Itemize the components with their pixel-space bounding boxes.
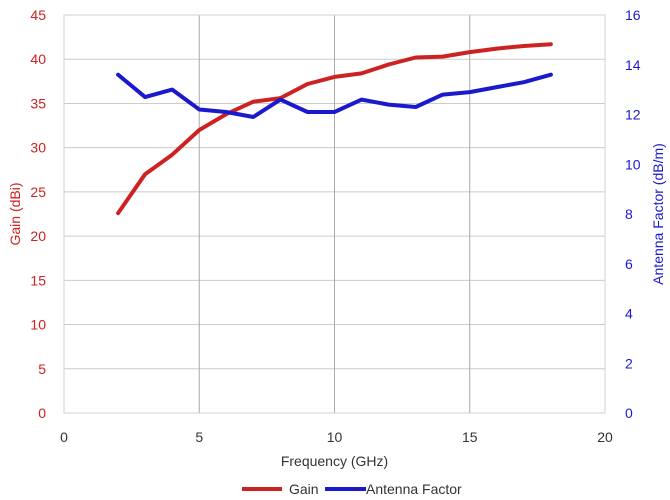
left-tick-label: 35 [30, 95, 46, 111]
right-tick-label: 12 [625, 107, 641, 123]
left-tick-label: 45 [30, 7, 46, 23]
left-tick-label: 15 [30, 272, 46, 288]
right-axis-tick-labels: 0 2 4 6 8 10 12 14 16 [625, 7, 641, 421]
left-tick-label: 30 [30, 140, 46, 156]
right-tick-label: 14 [625, 57, 641, 73]
left-tick-label: 20 [30, 228, 46, 244]
right-tick-label: 6 [625, 256, 633, 272]
left-tick-label: 40 [30, 51, 46, 67]
x-axis-title: Frequency (GHz) [281, 453, 388, 469]
x-tick-label: 5 [195, 429, 203, 445]
x-axis-tick-labels: 0 5 10 15 20 [60, 429, 613, 445]
right-tick-label: 4 [625, 306, 633, 322]
x-tick-label: 15 [462, 429, 478, 445]
right-tick-label: 8 [625, 206, 633, 222]
x-tick-label: 0 [60, 429, 68, 445]
right-tick-label: 10 [625, 156, 641, 172]
left-axis-title: Gain (dBi) [7, 182, 23, 245]
legend: Gain Antenna Factor [242, 481, 462, 497]
right-tick-label: 2 [625, 355, 633, 371]
x-tick-label: 20 [597, 429, 613, 445]
antenna-factor-series-line [116, 72, 553, 119]
left-tick-label: 10 [30, 317, 46, 333]
legend-label-antenna-factor: Antenna Factor [366, 481, 462, 497]
plot-area-border [63, 14, 606, 414]
gain-series-line [116, 42, 553, 216]
right-tick-label: 16 [625, 7, 641, 23]
series-layer [116, 42, 553, 216]
right-axis-title: Antenna Factor (dB/m) [650, 143, 666, 285]
grid-lines [63, 14, 606, 414]
legend-label-gain: Gain [289, 481, 319, 497]
left-tick-label: 0 [38, 405, 46, 421]
left-axis-tick-labels: 0 5 10 15 20 25 30 35 40 45 [30, 7, 46, 421]
left-tick-label: 25 [30, 184, 46, 200]
left-tick-label: 5 [38, 361, 46, 377]
x-tick-label: 10 [327, 429, 343, 445]
right-tick-label: 0 [625, 405, 633, 421]
